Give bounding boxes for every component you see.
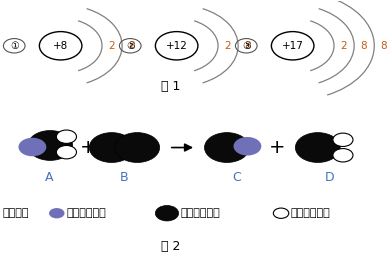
Circle shape [333, 149, 353, 162]
Circle shape [233, 137, 261, 155]
Circle shape [19, 138, 46, 156]
Text: 图 1: 图 1 [161, 81, 180, 93]
Text: B: B [120, 171, 129, 184]
Circle shape [273, 208, 289, 218]
Text: +12: +12 [166, 41, 187, 51]
Text: （其中，: （其中， [3, 208, 29, 218]
Circle shape [89, 133, 134, 162]
Text: +17: +17 [282, 41, 303, 51]
Text: ③: ③ [242, 41, 251, 51]
Text: 8: 8 [244, 41, 251, 51]
Circle shape [56, 130, 77, 143]
Circle shape [295, 133, 340, 162]
Text: 8: 8 [380, 41, 387, 51]
Text: +8: +8 [53, 41, 68, 51]
Text: 2: 2 [108, 41, 114, 51]
Circle shape [333, 133, 353, 147]
Text: A: A [45, 171, 53, 184]
Text: 表示钠原子，: 表示钠原子， [67, 208, 106, 218]
Text: D: D [324, 171, 334, 184]
Text: ①: ① [10, 41, 19, 51]
Text: 表示氯原子，: 表示氯原子， [180, 208, 220, 218]
Text: 图 2: 图 2 [161, 240, 180, 253]
Text: 2: 2 [224, 41, 230, 51]
Circle shape [49, 208, 65, 218]
Text: C: C [232, 171, 241, 184]
Text: 2: 2 [340, 41, 347, 51]
Circle shape [155, 205, 179, 221]
Text: ②: ② [126, 41, 135, 51]
Circle shape [115, 133, 159, 162]
Text: +: + [79, 138, 96, 157]
Text: +: + [269, 138, 286, 157]
Circle shape [28, 131, 73, 160]
Text: 8: 8 [128, 41, 135, 51]
Circle shape [205, 133, 249, 162]
Text: 8: 8 [360, 41, 366, 51]
Circle shape [56, 146, 77, 159]
Text: 表示氧原子）: 表示氧原子） [291, 208, 331, 218]
